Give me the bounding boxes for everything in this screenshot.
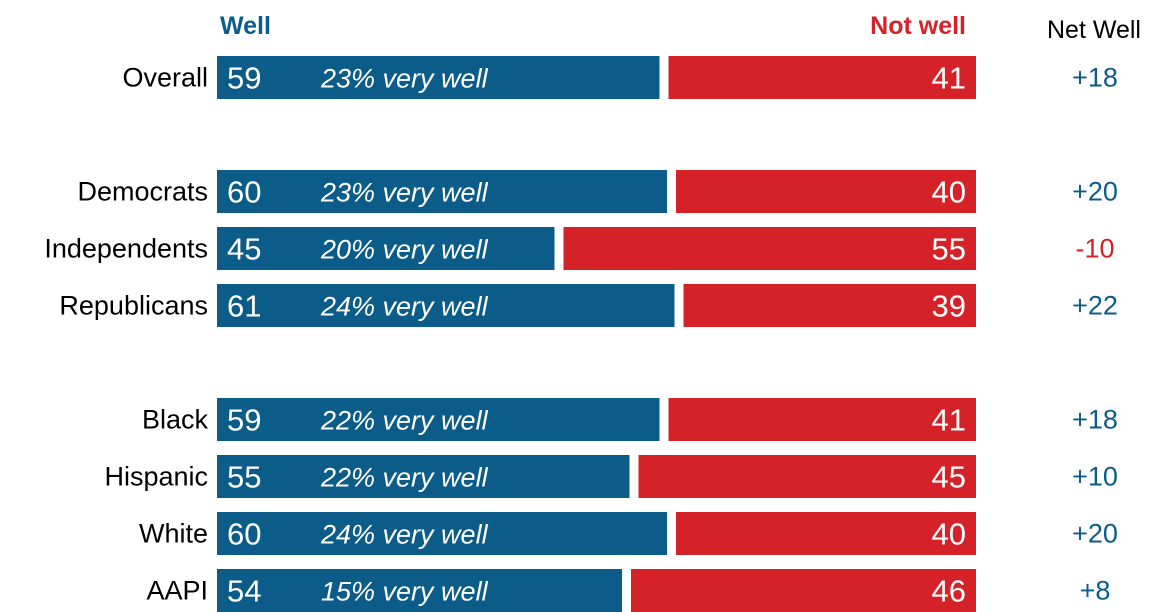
net-well-value: +22	[1072, 291, 1118, 321]
very-well-label: 23% very well	[320, 64, 489, 94]
bar-well	[217, 512, 667, 555]
bar-not-well	[668, 398, 976, 441]
net-well-value: -10	[1075, 234, 1114, 264]
not-well-value-label: 45	[932, 460, 966, 495]
not-well-value-label: 39	[932, 289, 966, 324]
very-well-label: 24% very well	[320, 292, 489, 322]
very-well-label: 23% very well	[320, 178, 489, 208]
bar-not-well	[563, 227, 976, 270]
well-value-label: 54	[227, 574, 261, 609]
not-well-value-label: 41	[932, 403, 966, 438]
bar-well	[217, 170, 667, 213]
net-well-value: +18	[1072, 405, 1118, 435]
very-well-label: 24% very well	[320, 520, 489, 550]
well-value-label: 59	[227, 403, 261, 438]
category-label: White	[139, 519, 208, 549]
well-value-label: 60	[227, 517, 261, 552]
bar-not-well	[676, 170, 976, 213]
chart-rows: Overall 59 23% very well 41 +18 Democrats 60 23…	[44, 56, 1118, 612]
not-well-value-label: 40	[932, 517, 966, 552]
very-well-label: 22% very well	[320, 406, 489, 436]
bar-well	[217, 569, 622, 612]
very-well-label: 15% very well	[321, 577, 489, 607]
not-well-value-label: 41	[932, 61, 966, 96]
not-well-value-label: 55	[932, 232, 966, 267]
header-net-well: Net Well	[1047, 16, 1141, 44]
bar-not-well	[683, 284, 976, 327]
bar-not-well	[676, 512, 976, 555]
bar-well	[217, 398, 660, 441]
category-label: Hispanic	[104, 462, 208, 492]
well-value-label: 45	[227, 232, 261, 267]
category-label: Overall	[122, 63, 208, 93]
bar-not-well	[631, 569, 976, 612]
not-well-value-label: 46	[932, 574, 966, 609]
well-value-label: 59	[227, 61, 261, 96]
very-well-label: 20% very well	[320, 235, 489, 265]
category-label: Republicans	[59, 291, 208, 321]
category-label: AAPI	[146, 576, 208, 606]
net-well-value: +10	[1072, 462, 1118, 492]
well-value-label: 61	[227, 289, 261, 324]
header-well: Well	[220, 12, 271, 40]
net-well-value: +18	[1072, 63, 1118, 93]
bar-well	[217, 56, 660, 99]
bar-well	[217, 227, 555, 270]
bar-well	[217, 284, 675, 327]
net-well-value: +20	[1072, 177, 1118, 207]
net-well-value: +8	[1080, 576, 1111, 606]
bar-well	[217, 455, 630, 498]
category-label: Democrats	[77, 177, 208, 207]
well-value-label: 60	[227, 175, 261, 210]
header-not-well: Not well	[870, 12, 966, 40]
bar-not-well	[668, 56, 976, 99]
very-well-label: 22% very well	[320, 463, 489, 493]
bar-not-well	[638, 455, 976, 498]
net-well-value: +20	[1072, 519, 1118, 549]
well-value-label: 55	[227, 460, 261, 495]
category-label: Black	[142, 405, 209, 435]
category-label: Independents	[44, 234, 208, 264]
not-well-value-label: 40	[932, 175, 966, 210]
